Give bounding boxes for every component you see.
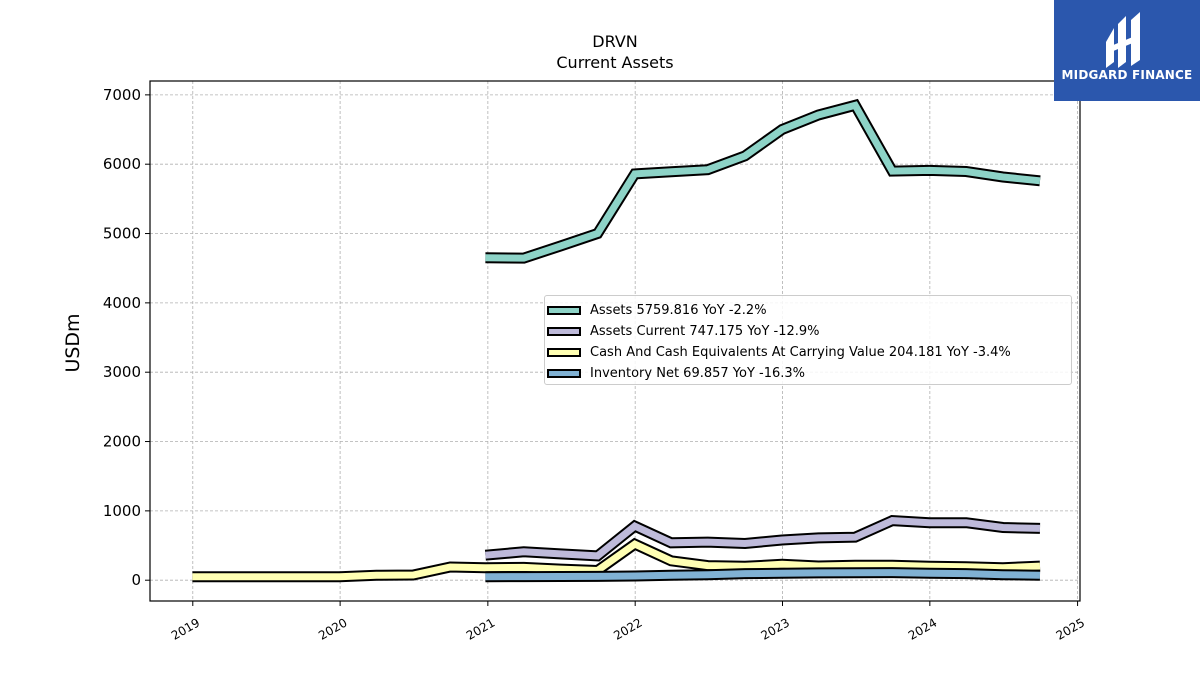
y-axis-label: USDm	[62, 313, 84, 373]
legend-item: Assets Current 747.175 YoY -12.9%	[547, 321, 820, 341]
y-tick-label: 5000	[103, 225, 141, 243]
y-tick-label: 1000	[103, 502, 141, 520]
legend-swatch	[547, 326, 581, 336]
series-outline	[485, 98, 1041, 264]
legend-swatch	[547, 347, 581, 357]
y-tick-label: 2000	[103, 433, 141, 451]
legend-swatch	[547, 305, 581, 315]
series-line	[485, 569, 1041, 581]
legend-item: Inventory Net 69.857 YoY -16.3%	[547, 363, 805, 383]
legend-label: Cash And Cash Equivalents At Carrying Va…	[590, 344, 1011, 360]
brand-name: MIDGARD FINANCE	[1061, 68, 1193, 82]
legend-item: Cash And Cash Equivalents At Carrying Va…	[547, 342, 1011, 362]
x-tick-label: 2023	[759, 615, 792, 642]
x-tick-label: 2019	[169, 615, 202, 642]
midgard-logo-icon	[1106, 12, 1140, 68]
legend-label: Assets Current 747.175 YoY -12.9%	[590, 323, 820, 339]
chart-legend: Assets 5759.816 YoY -2.2% Assets Current …	[544, 295, 1072, 385]
plot-frame	[149, 80, 1081, 602]
y-tick-label: 7000	[103, 86, 141, 104]
chart-title: DRVN	[592, 32, 638, 51]
series-line	[192, 540, 1041, 581]
x-tick-label: 2024	[906, 615, 939, 642]
x-tick-label: 2025	[1054, 615, 1087, 642]
legend-item: Assets 5759.816 YoY -2.2%	[547, 300, 767, 320]
series-line	[485, 517, 1041, 560]
x-tick-label: 2020	[316, 615, 349, 642]
brand-logo: MIDGARD FINANCE	[1054, 0, 1200, 101]
x-tick-label: 2021	[464, 615, 497, 642]
legend-swatch	[547, 368, 581, 378]
y-tick-label: 0	[131, 571, 141, 589]
x-tick-label: 2022	[611, 615, 644, 642]
y-tick-label: 3000	[103, 363, 141, 381]
series-line	[485, 101, 1041, 262]
legend-label: Assets 5759.816 YoY -2.2%	[590, 302, 767, 318]
chart-subtitle: Current Assets	[556, 53, 674, 72]
legend-label: Inventory Net 69.857 YoY -16.3%	[590, 365, 806, 381]
y-tick-label: 4000	[103, 294, 141, 312]
y-tick-label: 6000	[103, 155, 141, 173]
